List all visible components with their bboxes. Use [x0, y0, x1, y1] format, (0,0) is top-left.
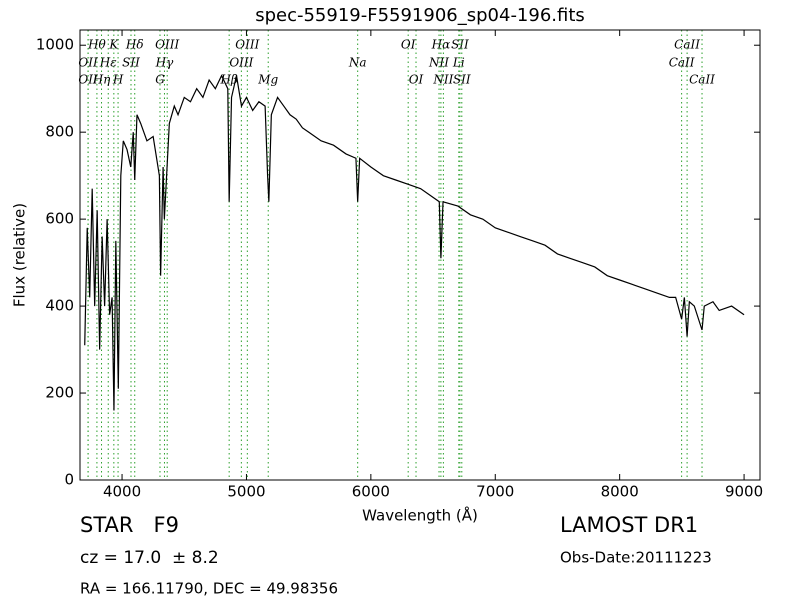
- object-class: STAR F9: [80, 513, 179, 537]
- spectral-line-label: NII: [428, 56, 449, 70]
- survey: LAMOST DR1: [560, 513, 698, 537]
- spectral-line-label: Hγ: [155, 56, 174, 70]
- spectral-line-label: CaII: [669, 56, 695, 70]
- x-tick-label: 6000: [352, 483, 390, 501]
- x-tick-label: 5000: [227, 483, 265, 501]
- y-tick-label: 200: [45, 384, 74, 402]
- spectral-line-label: Hθ: [87, 38, 106, 52]
- y-tick-label: 800: [45, 123, 74, 141]
- redshift: cz = 17.0 ± 8.2: [80, 548, 219, 568]
- spectral-line-label: Hα: [431, 38, 451, 52]
- y-axis-label: Flux (relative): [11, 203, 29, 307]
- spectral-line-label: Hβ: [219, 73, 237, 87]
- axes-frame: [79, 29, 761, 481]
- spectral-line-label: SII: [451, 38, 469, 52]
- spectral-line-label: NII: [432, 73, 453, 87]
- spectral-line-label: OII: [78, 73, 98, 87]
- spectral-line-label: OI: [401, 38, 416, 52]
- x-tick-label: 4000: [103, 483, 141, 501]
- y-tick-label: 1000: [36, 36, 74, 54]
- spectral-line-label: Hε: [99, 56, 117, 70]
- spectral-line-label: Li: [452, 56, 465, 70]
- spectral-line-label: SII: [453, 73, 471, 87]
- spectral-line-label: Hη: [92, 73, 111, 87]
- spectral-line-label: CaII: [689, 73, 715, 87]
- x-tick-label: 8000: [601, 483, 639, 501]
- spectral-line-label: OIII: [235, 38, 259, 52]
- spectral-line-label: H: [112, 73, 124, 87]
- spectral-line-label: Hδ: [125, 38, 144, 52]
- spectrum: [84, 74, 745, 411]
- spectral-line-label: Na: [348, 56, 367, 70]
- spectral-line-label: G: [155, 73, 165, 87]
- spectral-line-label: K: [108, 38, 119, 52]
- plot-area: 4000 5000 6000 7000 8000 9000 0 200 400 600 800 100…: [36, 30, 763, 501]
- spectral-line-label: Mg: [257, 73, 278, 87]
- y-tick-label: 400: [45, 297, 74, 315]
- spectral-line-label: CaII: [674, 38, 700, 52]
- coordinates: RA = 166.11790, DEC = 49.98356: [80, 580, 338, 598]
- spectral-line-label: SII: [122, 56, 140, 70]
- x-tick-label: 7000: [476, 483, 514, 501]
- spectral-line-label: OIII: [229, 56, 253, 70]
- chart-title: spec-55919-F5591906_sp04-196.fits: [255, 5, 585, 26]
- x-tick-label: 9000: [725, 483, 763, 501]
- spectral-line-label: OIII: [155, 38, 179, 52]
- x-axis-label: Wavelength (Å): [362, 506, 478, 525]
- y-tick-label: 600: [45, 210, 74, 228]
- spectral-line-label: OI: [409, 73, 424, 87]
- y-tick-label: 0: [64, 471, 74, 489]
- obs-date: Obs-Date:20111223: [560, 549, 712, 567]
